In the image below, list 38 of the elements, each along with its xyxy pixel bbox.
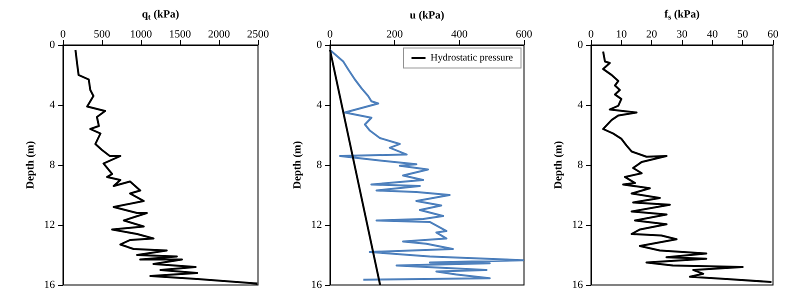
y-tick-label: 0	[316, 39, 322, 51]
y-tick-label: 0	[50, 39, 56, 51]
x-tick-label: 1500	[169, 28, 192, 40]
x-axis-title: u (kPa)	[410, 10, 445, 22]
legend-label: Hydrostatic pressure	[430, 52, 514, 64]
y-axis-title: Depth (m)	[24, 140, 36, 189]
y-tick-label: 12	[44, 219, 55, 231]
x-tick-label: 40	[706, 28, 718, 40]
y-tick-label: 8	[578, 159, 584, 171]
y-tick-label: 16	[572, 279, 584, 291]
y-tick-label: 4	[578, 99, 584, 111]
x-tick-label: 2000	[208, 28, 230, 40]
x-tick-label: 50	[737, 28, 749, 40]
y-tick-label: 16	[311, 279, 322, 291]
x-tick-label: 500	[94, 28, 111, 40]
x-tick-label: 10	[616, 28, 628, 40]
y-tick-label: 8	[316, 159, 322, 171]
x-tick-label: 30	[676, 28, 688, 40]
y-axis-title: Depth (m)	[552, 140, 564, 189]
y-axis-title: Depth (m)	[292, 140, 304, 189]
x-tick-label: 200	[386, 28, 404, 40]
y-tick-label: 12	[572, 219, 583, 231]
y-tick-label: 4	[316, 99, 322, 111]
x-tick-label: 0	[588, 28, 594, 40]
line-series	[329, 48, 524, 281]
x-tick-label: 400	[451, 28, 468, 40]
y-tick-label: 16	[44, 279, 56, 291]
y-tick-label: 4	[50, 99, 56, 111]
y-tick-label: 0	[578, 39, 584, 51]
x-tick-label: 20	[646, 28, 658, 40]
y-tick-label: 8	[50, 159, 56, 171]
x-tick-label: 60	[768, 28, 779, 40]
x-tick-label: 0	[60, 28, 66, 40]
x-tick-label: 2500	[247, 28, 270, 40]
x-tick-label: 600	[516, 28, 533, 40]
x-tick-label: 0	[327, 28, 334, 40]
x-tick-label: 1000	[130, 28, 152, 40]
y-tick-label: 12	[311, 219, 322, 231]
